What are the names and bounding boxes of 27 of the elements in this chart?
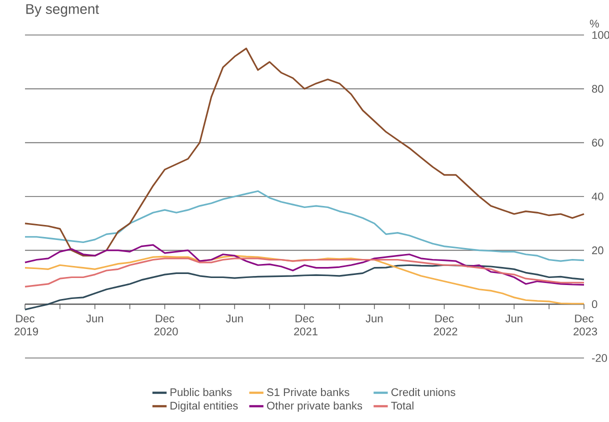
y-tick-label: 0 [592,300,598,308]
y-tick-label: 20 [592,246,604,254]
y-tick-label: 80 [592,84,604,93]
x-tick-label: Dec 2022 [434,314,458,336]
line-series [24,244,585,286]
y-tick-label: 40 [592,192,604,200]
line-series [24,48,585,257]
legend-label: Public banks [170,388,232,396]
legend-label: S1 Private banks [267,388,350,396]
x-tick-label: Dec 2020 [154,314,178,336]
line-series [24,190,585,262]
legend-label: Total [391,401,414,410]
x-tick-label: Jun [226,314,243,322]
y-tick-label: -20 [592,354,607,362]
x-tick-label: Jun [505,314,522,322]
y-tick-label: 60 [592,138,604,147]
x-tick-label: Dec 2019 [14,314,38,336]
x-tick-label: Jun [86,314,104,322]
y-axis-title: % [590,20,599,28]
x-tick-label: Dec 2021 [294,314,318,336]
y-tick-label: 100 [592,31,609,39]
x-tick-label: Dec 2023 [574,314,598,336]
chart-title: By segment [26,4,99,17]
x-tick-label: Jun [366,314,383,322]
legend-label: Other private banks [267,401,362,412]
legend-label: Digital entities [170,401,238,412]
legend-label: Credit unions [391,388,456,396]
